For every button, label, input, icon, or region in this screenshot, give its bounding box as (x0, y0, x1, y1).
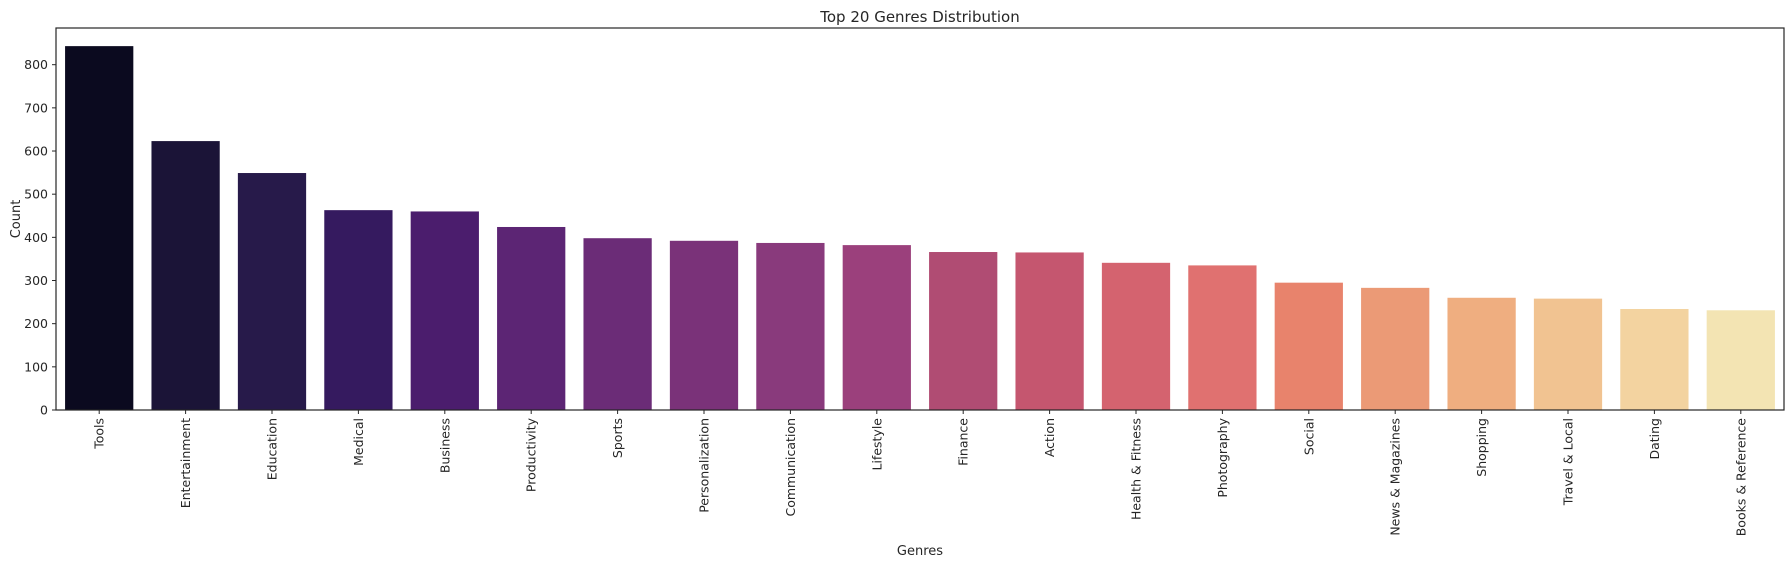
x-tick-label: Education (265, 418, 280, 480)
x-tick-label: Personalization (697, 418, 712, 513)
x-tick-label: Health & Fitness (1129, 418, 1144, 520)
bar-tools (65, 46, 134, 410)
chart-title: Top 20 Genres Distribution (819, 8, 1019, 26)
bar-entertainment (151, 141, 220, 410)
bar-shopping (1447, 297, 1516, 410)
y-tick-label: 0 (40, 403, 48, 418)
bar-productivity (497, 226, 566, 410)
bar-dating (1620, 308, 1689, 410)
bar-education (237, 173, 307, 410)
x-axis-label: Genres (897, 544, 943, 559)
x-tick-label: Books & Reference (1733, 418, 1748, 537)
x-tick-label: Social (1301, 418, 1316, 455)
x-tick-label: News & Magazines (1388, 418, 1403, 536)
x-tick-label: Medical (351, 418, 366, 466)
bar-personalization (669, 240, 739, 410)
x-tick-label: Productivity (524, 417, 539, 492)
bar-medical (324, 210, 393, 410)
bar-sports (583, 238, 652, 410)
bar-finance (929, 252, 998, 410)
x-tick-label: Shopping (1474, 418, 1489, 477)
bar-books-reference (1706, 310, 1775, 410)
x-tick-label: Travel & Local (1561, 418, 1576, 506)
x-tick-label: Finance (956, 418, 971, 466)
y-tick-label: 200 (24, 316, 48, 331)
y-tick-label: 100 (24, 359, 48, 374)
bars-group (65, 46, 1775, 410)
y-tick-label: 800 (24, 57, 48, 72)
bar-lifestyle (842, 245, 911, 410)
y-tick-label: 500 (24, 187, 48, 202)
bar-business (410, 211, 479, 410)
y-tick-label: 300 (24, 273, 48, 288)
y-tick-label: 400 (24, 230, 48, 245)
bar-travel-local (1533, 298, 1603, 410)
bar-action (1015, 252, 1084, 410)
x-tick-label: Dating (1647, 418, 1662, 460)
bar-communication (756, 242, 825, 410)
bar-photography (1188, 265, 1257, 410)
y-tick-label: 600 (24, 144, 48, 159)
x-tick-label: Entertainment (178, 418, 193, 508)
bar-health-fitness (1101, 262, 1171, 410)
x-tick-label: Action (1042, 418, 1057, 457)
plot-frame (55, 27, 1785, 411)
x-tick-label: Lifestyle (869, 418, 884, 471)
x-axis: Tools Entertainment Education Medical Busine… (92, 410, 1748, 537)
x-tick-label: Business (437, 418, 452, 473)
x-tick-label: Sports (610, 418, 625, 458)
y-axis-label: Count (9, 200, 24, 239)
y-axis: 0 100 200 300 400 500 600 700 800 (24, 57, 56, 418)
bar-social (1274, 282, 1343, 410)
bar-news-magazines (1361, 287, 1430, 410)
x-tick-label: Communication (783, 418, 798, 517)
y-tick-label: 700 (24, 100, 48, 115)
x-tick-label: Tools (92, 418, 107, 450)
x-tick-label: Photography (1215, 417, 1230, 497)
